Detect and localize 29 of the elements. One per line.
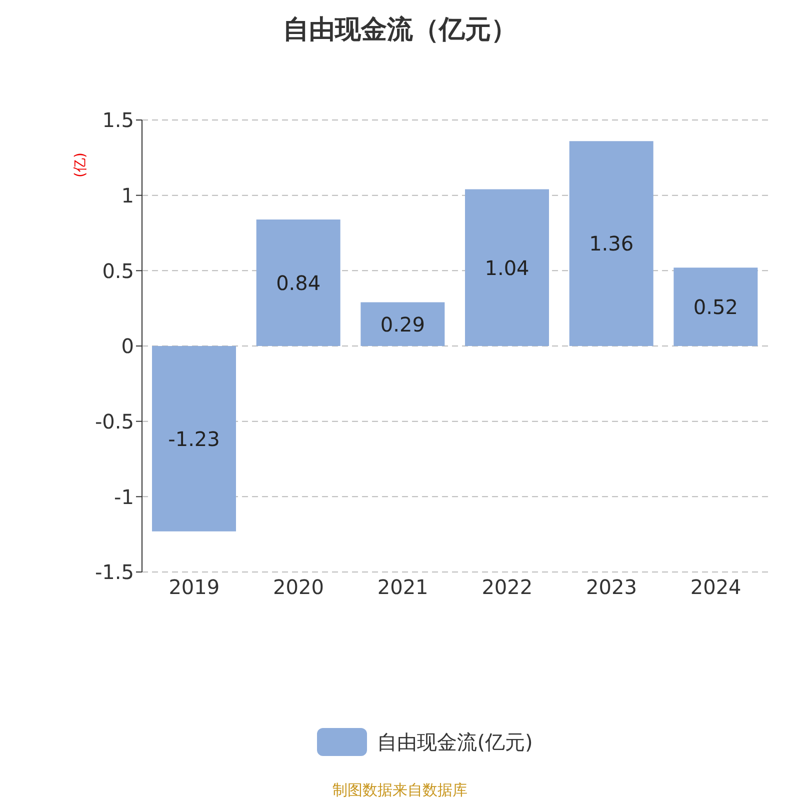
y-tick-label: 0.5	[102, 258, 134, 283]
x-tick-label: 2020	[273, 575, 324, 600]
x-tick-label: 2024	[690, 575, 742, 600]
bar	[360, 302, 445, 346]
bar	[569, 141, 654, 346]
bar	[152, 346, 236, 532]
bar	[674, 268, 758, 346]
legend-label: 自由现金流(亿元)	[377, 728, 533, 756]
y-tick-label: 1	[121, 183, 134, 208]
y-tick-label: 1.5	[102, 108, 134, 132]
x-tick-label: 2021	[377, 575, 428, 600]
data-label: 1.36	[589, 232, 634, 256]
x-tick-label: 2019	[168, 575, 220, 600]
y-tick-label: -1.5	[94, 560, 134, 584]
data-label: -1.23	[168, 426, 220, 451]
bar	[465, 189, 549, 346]
y-tick-label: 0	[121, 334, 134, 358]
data-label: 0.84	[276, 270, 321, 295]
data-label: 0.29	[380, 312, 425, 336]
x-tick-label: 2022	[482, 575, 533, 600]
data-label: 1.04	[484, 256, 530, 280]
data-label: 0.52	[693, 294, 738, 319]
text: 制图数据来自数据库	[332, 781, 468, 800]
y-axis-title: (亿)	[71, 152, 90, 178]
y-tick-label: -0.5	[94, 409, 134, 434]
x-tick-label: 2023	[586, 575, 637, 600]
chart-title: 自由现金流（亿元）	[282, 14, 518, 47]
y-tick-label: -1	[114, 484, 134, 509]
bar	[256, 219, 340, 346]
